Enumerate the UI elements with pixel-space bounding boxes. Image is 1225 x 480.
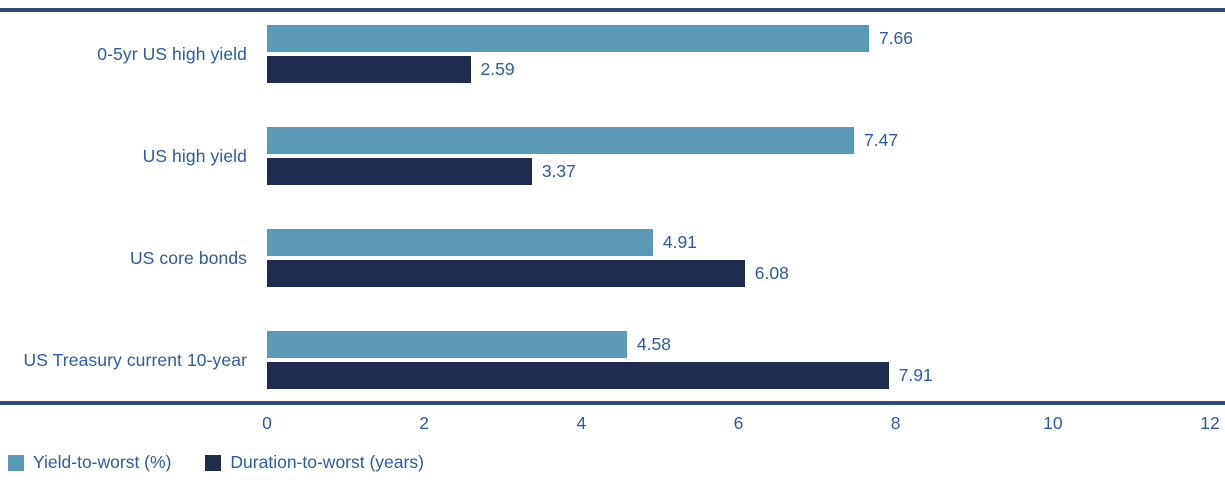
bar-line: 7.47: [267, 127, 1210, 154]
legend-item: Yield-to-worst (%): [8, 452, 171, 473]
bar-line: 6.08: [267, 260, 1210, 287]
bar-group: US Treasury current 10-year 4.58 7.91: [0, 331, 1225, 389]
value-label: 7.66: [878, 28, 913, 48]
bar-pair: 4.58 7.91: [267, 331, 1210, 389]
bar-group: 0-5yr US high yield 7.66 2.59: [0, 25, 1225, 83]
x-axis-line: [0, 401, 1225, 405]
bar-pair: 4.91 6.08: [267, 229, 1210, 287]
value-label: 7.47: [864, 130, 899, 150]
category-label: US Treasury current 10-year: [23, 349, 247, 370]
value-label: 3.37: [541, 161, 576, 181]
bar: [267, 56, 471, 83]
bar-line: 7.91: [267, 362, 1210, 389]
value-label: 2.59: [480, 59, 515, 79]
bar-line: 4.58: [267, 331, 1210, 358]
bar-group: US high yield 7.47 3.37: [0, 127, 1225, 185]
x-axis-tick: 6: [733, 413, 744, 433]
bar-pair: 7.66 2.59: [267, 25, 1210, 83]
x-axis-tick: 4: [576, 413, 587, 433]
bar-line: 7.66: [267, 25, 1210, 52]
value-label: 4.91: [662, 232, 697, 252]
x-axis-tick: 10: [1043, 413, 1063, 433]
value-label: 4.58: [636, 334, 671, 354]
legend-item: Duration-to-worst (years): [205, 452, 424, 473]
legend-swatch-icon: [205, 454, 222, 471]
bar-group: US core bonds 4.91 6.08: [0, 229, 1225, 287]
bar: [267, 158, 532, 185]
value-label: 7.91: [898, 365, 933, 385]
bar-pair: 7.47 3.37: [267, 127, 1210, 185]
bar-line: 4.91: [267, 229, 1210, 256]
x-axis-tick: 8: [890, 413, 901, 433]
x-axis-tick: 0: [262, 413, 272, 433]
x-axis-tick: 12: [1200, 413, 1220, 433]
legend-swatch-icon: [8, 454, 24, 471]
bar-line: 3.37: [267, 158, 1210, 185]
category-label: US core bonds: [129, 247, 247, 268]
bar: [267, 260, 745, 287]
bar: [267, 25, 869, 52]
bar: [267, 362, 889, 389]
top-rule: [0, 8, 1225, 12]
legend-label: Duration-to-worst (years): [230, 452, 424, 472]
value-label: 6.08: [754, 263, 789, 283]
x-axis-tick: 2: [419, 413, 430, 433]
bar: [267, 127, 855, 154]
legend: Yield-to-worst (%) Duration-to-worst (ye…: [8, 452, 424, 473]
bar: [267, 331, 627, 358]
legend-label: Yield-to-worst (%): [33, 452, 172, 472]
category-label: 0-5yr US high yield: [97, 43, 247, 64]
bar: [267, 229, 653, 256]
category-label: US high yield: [142, 145, 247, 166]
bar-line: 2.59: [267, 56, 1210, 83]
bar-groups: 0-5yr US high yield 7.66 2.59 US high yi…: [0, 25, 1225, 433]
x-axis-tick-labels: 0 2 4 6 8 10 12: [262, 413, 1220, 435]
